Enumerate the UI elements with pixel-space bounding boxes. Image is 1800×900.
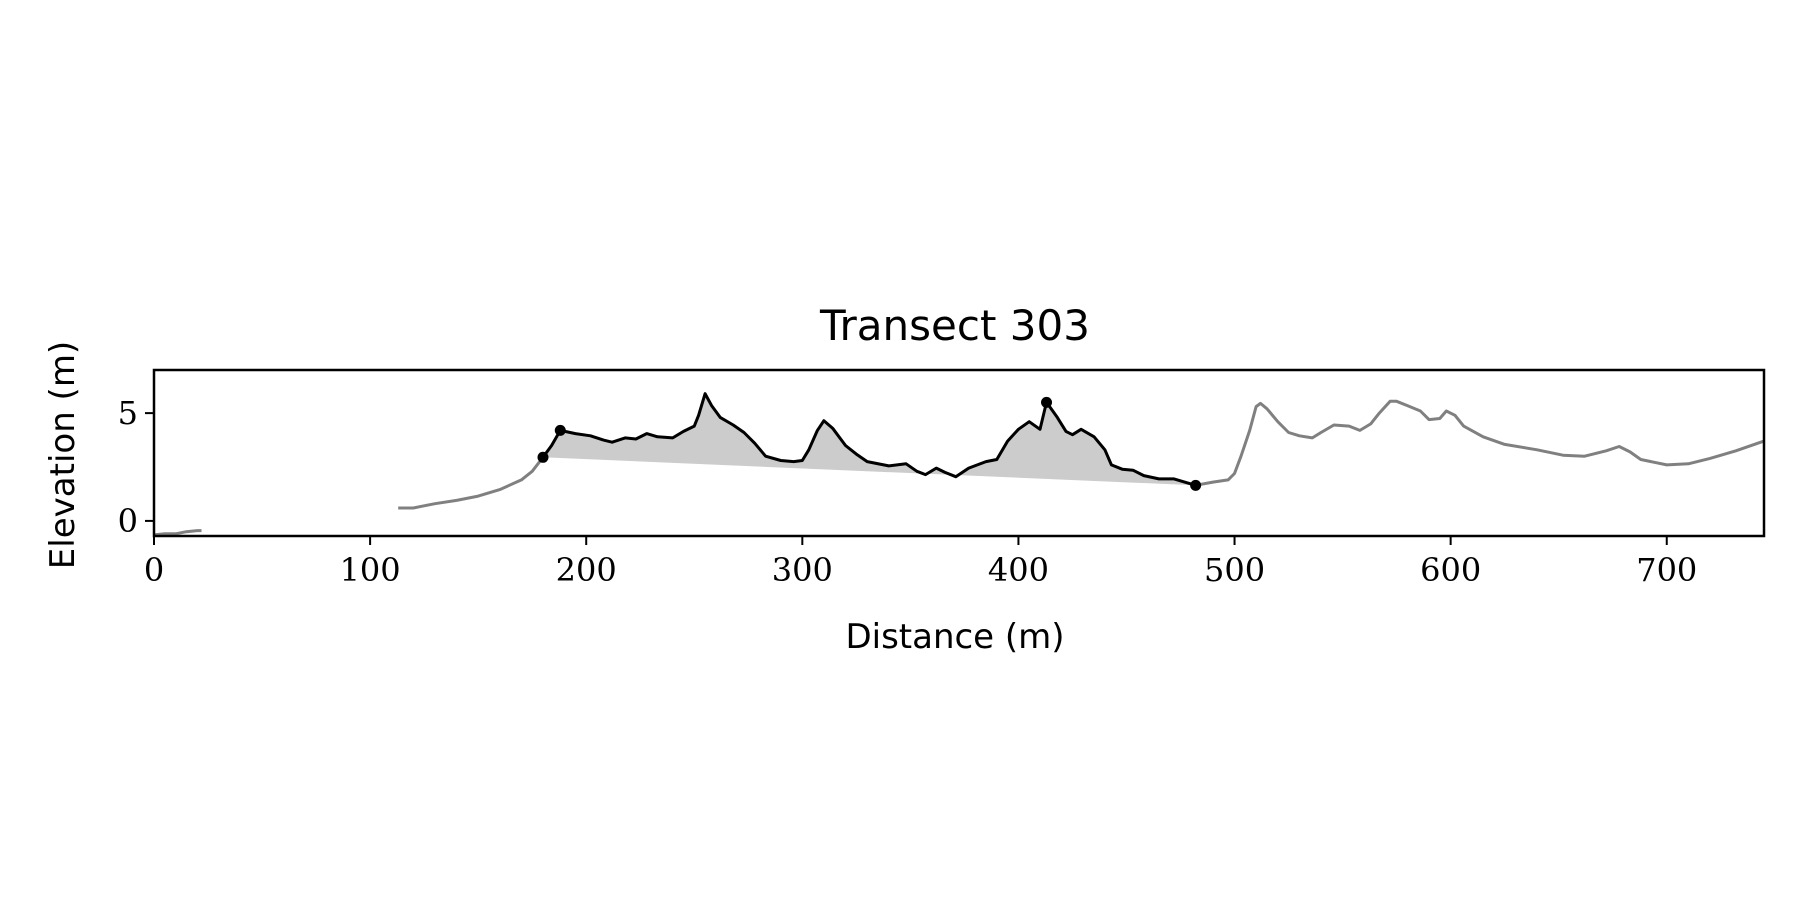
profile-line-segment-1 bbox=[398, 456, 545, 510]
x-axis-label: Distance (m) bbox=[845, 617, 1064, 657]
profile-line-segment-2 bbox=[1195, 399, 1765, 487]
dune-profile-line bbox=[541, 392, 1197, 487]
x-tick-label: 100 bbox=[340, 551, 401, 589]
y-tick-label: 5 bbox=[118, 394, 138, 432]
x-tick-label: 600 bbox=[1420, 551, 1481, 589]
plot-area bbox=[153, 392, 1765, 537]
y-axis-label: Elevation (m) bbox=[43, 341, 83, 569]
chart-title: Transect 303 bbox=[819, 301, 1090, 350]
plot-frame bbox=[152, 368, 1766, 538]
marker-point-1 bbox=[554, 424, 566, 436]
marker-point-0 bbox=[537, 451, 549, 463]
x-tick-label: 0 bbox=[144, 551, 164, 589]
y-axis: 05 bbox=[118, 394, 154, 540]
marker-point-2 bbox=[1041, 396, 1053, 408]
x-tick-label: 500 bbox=[1204, 551, 1265, 589]
y-tick-label: 0 bbox=[118, 502, 138, 540]
x-axis: 0 100 200 300 400 500 600 700 bbox=[144, 536, 1697, 589]
x-tick-label: 200 bbox=[556, 551, 617, 589]
x-tick-label: 700 bbox=[1636, 551, 1697, 589]
x-tick-label: 400 bbox=[988, 551, 1049, 589]
x-tick-label: 300 bbox=[772, 551, 833, 589]
dune-fill-area bbox=[543, 393, 1196, 486]
marker-point-3 bbox=[1190, 479, 1202, 491]
profile-line-segment-0 bbox=[153, 529, 202, 537]
